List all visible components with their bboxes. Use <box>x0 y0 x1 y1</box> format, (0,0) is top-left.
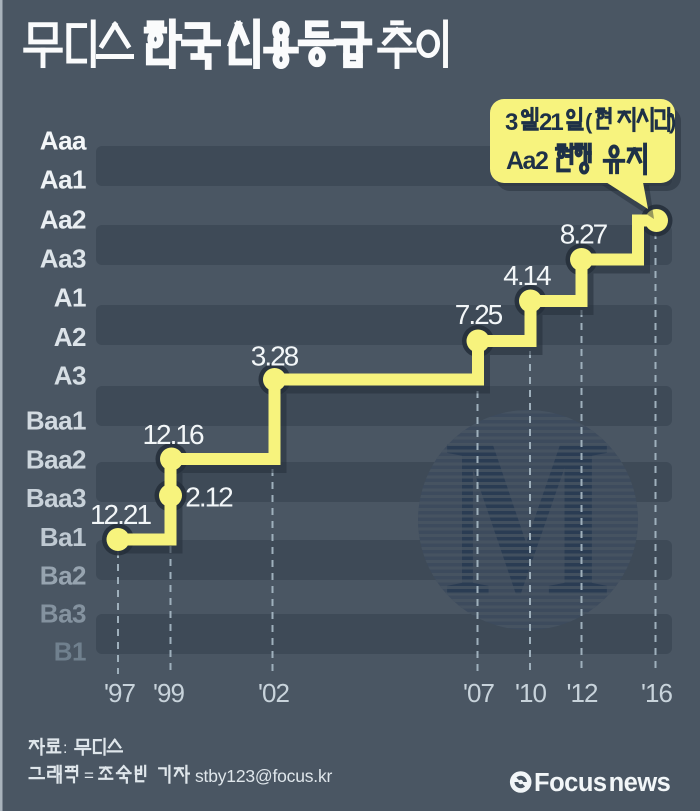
svg-text:Ba3: Ba3 <box>40 599 86 629</box>
svg-text:Ba1: Ba1 <box>40 522 86 552</box>
svg-text:Aa2: Aa2 <box>506 147 548 175</box>
svg-text:3: 3 <box>505 109 518 136</box>
svg-text:12.21: 12.21 <box>90 499 151 530</box>
svg-text:Aa1: Aa1 <box>40 165 86 195</box>
svg-text:Aaa: Aaa <box>40 126 87 156</box>
svg-text:2.12: 2.12 <box>185 482 233 513</box>
svg-text:'10: '10 <box>515 678 546 708</box>
svg-text:B1: B1 <box>54 637 86 667</box>
svg-text:'99: '99 <box>153 678 184 708</box>
svg-text:A1: A1 <box>54 283 86 313</box>
svg-text:(: ( <box>585 109 593 134</box>
svg-text:=: = <box>84 766 94 785</box>
svg-text:'02: '02 <box>258 678 289 708</box>
svg-text:8.27: 8.27 <box>560 219 608 250</box>
svg-text:Baa1: Baa1 <box>26 406 86 436</box>
svg-text:): ) <box>669 109 676 134</box>
svg-text:'07: '07 <box>463 678 494 708</box>
svg-text:Aa3: Aa3 <box>40 244 86 274</box>
svg-text:'16: '16 <box>641 678 672 708</box>
svg-text:Ba2: Ba2 <box>40 561 86 591</box>
svg-text:Baa2: Baa2 <box>26 445 86 475</box>
svg-text:stby123@focus.kr: stby123@focus.kr <box>195 766 332 786</box>
svg-text:3.28: 3.28 <box>251 341 299 372</box>
svg-text:M: M <box>444 392 612 644</box>
svg-text:A2: A2 <box>54 322 86 352</box>
svg-text:Baa3: Baa3 <box>26 483 86 513</box>
svg-text:7.25: 7.25 <box>455 299 503 330</box>
svg-text:Focusnews: Focusnews <box>534 769 671 797</box>
svg-text:Aa2: Aa2 <box>40 205 86 235</box>
svg-text:21: 21 <box>539 109 563 136</box>
svg-text:4.14: 4.14 <box>503 260 551 291</box>
svg-text:'12: '12 <box>567 678 598 708</box>
svg-text::: : <box>63 740 67 757</box>
svg-text:A3: A3 <box>54 361 86 391</box>
svg-text:12.16: 12.16 <box>142 419 203 450</box>
svg-text:'97: '97 <box>104 678 135 708</box>
